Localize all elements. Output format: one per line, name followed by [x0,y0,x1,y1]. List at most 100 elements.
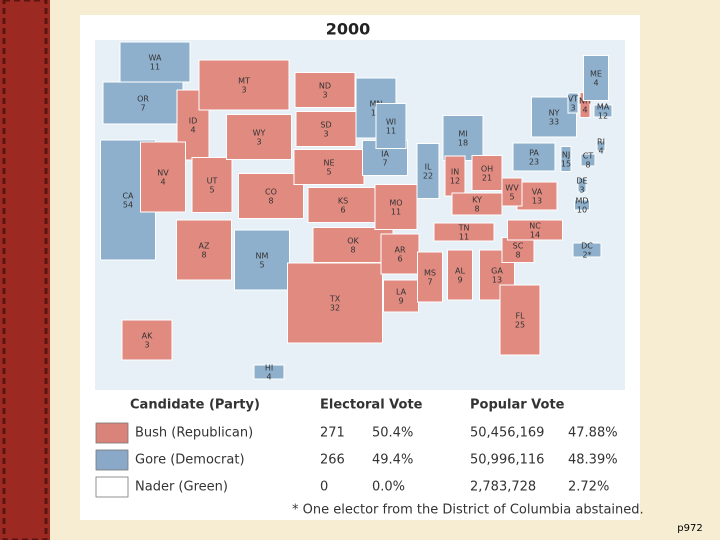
state-abbr: IN [451,168,459,177]
state-abbr: MO [389,199,402,208]
state-votes: 4 [593,79,598,88]
state [471,155,503,191]
state-abbr: IL [425,163,432,172]
state [447,249,473,301]
candidate: Bush (Republican) [135,426,253,441]
state [577,177,587,193]
state-abbr: UT [207,177,218,186]
state-abbr: SC [513,242,524,251]
state-votes: 3 [256,138,261,147]
state-votes: 8 [474,205,479,214]
state [234,229,290,291]
state [293,149,365,185]
popular-pct: 47.88% [568,426,618,441]
state [593,104,613,118]
state-votes: 2* [582,251,591,260]
state-abbr: IA [381,150,389,159]
candidate: Gore (Democrat) [135,453,245,468]
state [580,153,596,167]
state-abbr: VT [568,95,578,104]
state-abbr: LA [396,288,407,297]
state-votes: 3 [144,341,149,350]
state-abbr: WY [253,129,266,138]
state-votes: 54 [123,201,133,210]
electoral-vote: 0 [320,480,328,495]
state-votes: 11 [391,208,401,217]
state [501,177,523,207]
state-abbr: DE [576,177,587,186]
state-votes: 8 [515,251,520,260]
state-votes: 3 [322,91,327,100]
state-votes: 12 [450,177,460,186]
state [312,227,394,263]
candidate: Nader (Green) [135,480,228,495]
state-votes: 4 [266,373,271,382]
state-abbr: ME [590,70,602,79]
state-votes: 22 [423,172,433,181]
state-abbr: OH [481,165,493,174]
state [121,319,173,361]
state-votes: 3 [579,186,584,195]
state [374,184,418,230]
state-votes: 9 [457,276,462,285]
state [226,114,292,160]
state-abbr: AR [394,246,405,255]
legend-swatch [95,476,129,498]
state-votes: 4 [598,147,603,156]
state [253,364,285,380]
state-votes: 4 [160,178,165,187]
state-votes: 7 [382,159,387,168]
state [307,187,379,223]
electoral-pct: 0.0% [372,480,405,495]
state [442,115,484,161]
state-abbr: KY [472,196,482,205]
state-votes: 32 [330,304,340,313]
state-votes: 4 [190,126,195,135]
state [560,146,572,172]
state-votes: 25 [515,321,525,330]
state [176,219,232,281]
state-abbr: AZ [199,242,210,251]
footnote: * One elector from the District of Colum… [292,503,644,518]
decorative-strip [0,0,50,540]
state [295,111,357,147]
state-abbr: NC [529,222,541,231]
state-abbr: HI [265,364,273,373]
state-abbr: MD [575,197,588,206]
state [583,55,609,101]
legend-swatch [95,422,129,444]
state-abbr: MT [238,77,250,86]
electoral-vote: 271 [320,426,345,441]
state-abbr: VA [532,188,543,197]
state-abbr: CA [122,192,134,201]
state-votes: 13 [532,197,542,206]
state-votes: 14 [530,231,540,240]
popular-vote: 2,783,728 [470,480,536,495]
state [294,72,356,108]
state-abbr: TN [458,224,470,233]
state [375,103,407,149]
state-votes: 5 [326,168,331,177]
state-votes: 5 [509,193,514,202]
state-votes: 7 [427,278,432,287]
state-votes: 8 [201,251,206,260]
state-abbr: ND [319,82,331,91]
popular-pct: 2.72% [568,480,609,495]
state-abbr: MA [597,103,610,112]
state-abbr: TX [329,295,341,304]
state-votes: 9 [398,297,403,306]
state [140,141,186,213]
state-votes: 10 [577,206,587,215]
state-votes: 6 [340,206,345,215]
legend-header: Candidate (Party) [130,398,260,413]
page-ref: p972 [677,523,702,534]
popular-vote: 50,456,169 [470,426,544,441]
state [191,157,233,213]
legend-swatch [95,449,129,471]
strip-pattern [2,0,48,540]
state-abbr: KS [338,197,348,206]
state-votes: 15 [561,160,571,169]
state [417,251,443,303]
